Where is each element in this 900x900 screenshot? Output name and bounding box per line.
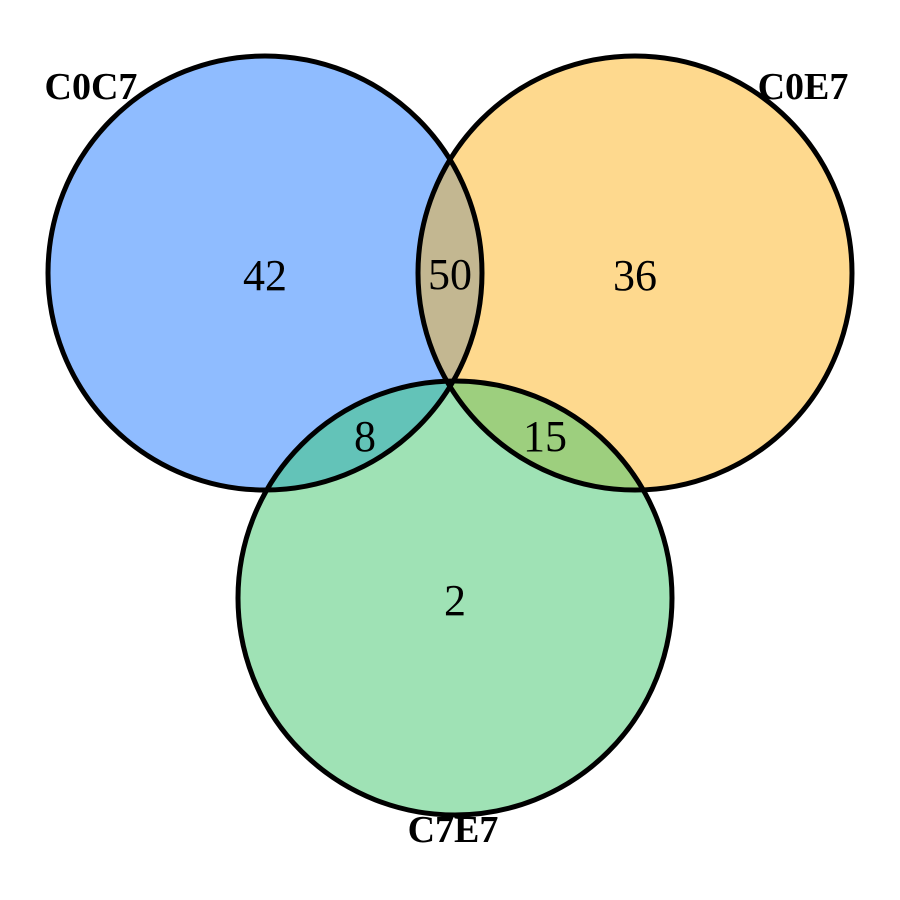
set-outline-c0e7 xyxy=(415,53,855,493)
set-fill-c7e7 xyxy=(238,381,672,815)
set-outline-c7e7 xyxy=(235,378,675,818)
region-count-c0e7-only: 36 xyxy=(613,251,657,300)
set-label-c0c7: C0C7 xyxy=(45,66,138,108)
region-count-c0e7-c7e7: 15 xyxy=(523,412,567,461)
region-count-c0c7-c0e7: 50 xyxy=(428,250,472,299)
set-fill-c0c7 xyxy=(48,56,482,490)
set-fill-c0e7 xyxy=(418,56,852,490)
region-count-c7e7-only: 2 xyxy=(444,576,466,625)
region-count-c0c7-c7e7: 8 xyxy=(354,412,376,461)
region-count-c0c7-only: 42 xyxy=(243,251,287,300)
set-label-c0e7: C0E7 xyxy=(758,66,849,108)
set-label-c7e7: C7E7 xyxy=(408,809,499,851)
